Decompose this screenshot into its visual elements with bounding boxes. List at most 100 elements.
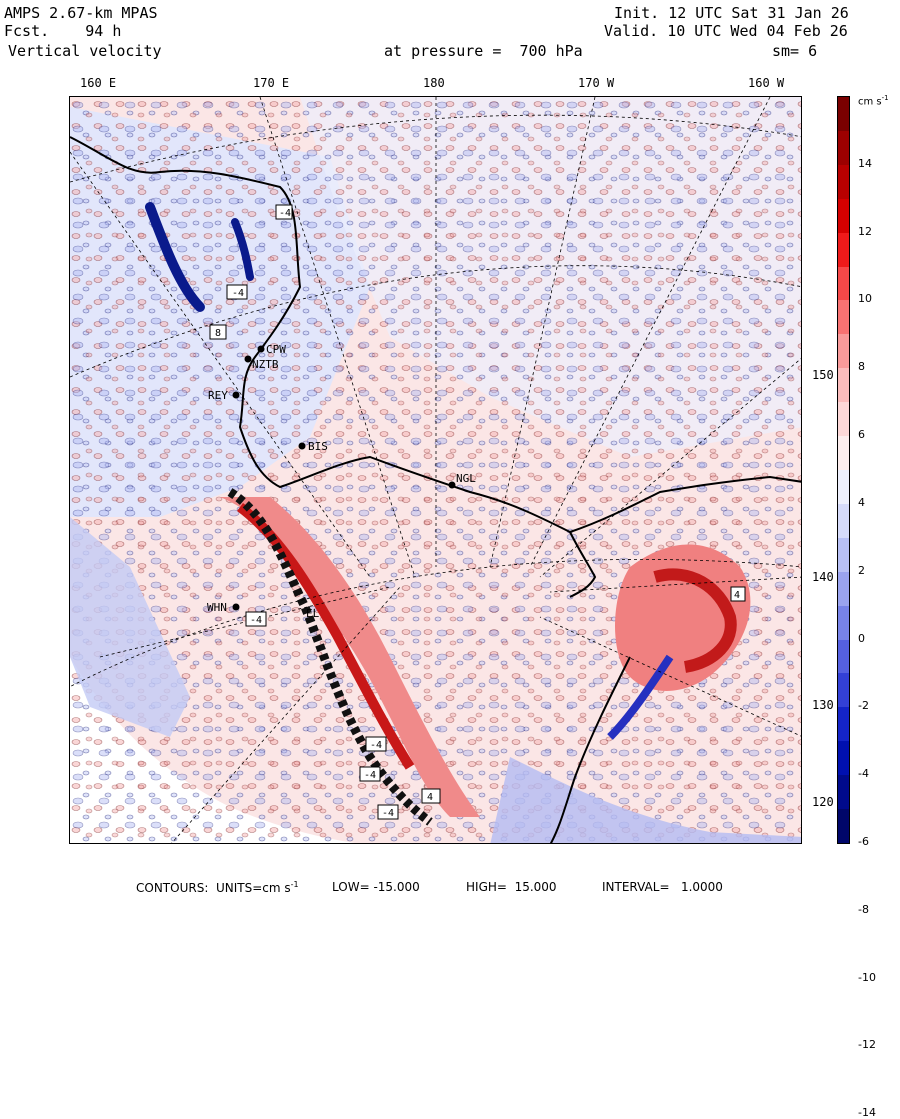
colorbar-segment xyxy=(838,300,849,335)
colorbar-tick-label: 4 xyxy=(858,495,865,509)
station-rey-label: REY xyxy=(208,389,228,402)
model-title: AMPS 2.67-km MPAS xyxy=(4,4,158,22)
box-label-1: -4 xyxy=(275,204,293,220)
svg-text:4: 4 xyxy=(427,792,433,803)
station-cpw-label: CPW xyxy=(266,343,286,356)
station-el-label: EL xyxy=(306,607,320,620)
forecast-hours: 94 h xyxy=(85,22,122,40)
svg-text:-4: -4 xyxy=(382,808,394,819)
colorbar-tick-label: 8 xyxy=(858,360,865,374)
colorbar-segment xyxy=(838,368,849,403)
svg-text:-4: -4 xyxy=(250,615,262,626)
box-label-4: -4 xyxy=(245,611,267,627)
lon-label-170w: 170 W xyxy=(578,76,615,90)
colorbar-segment xyxy=(838,198,849,234)
station-el: EL xyxy=(306,607,320,620)
station-ngl-label: NGL xyxy=(456,472,476,485)
colorbar-segment xyxy=(838,470,849,505)
field-negative-south xyxy=(490,757,801,843)
colorbar xyxy=(837,96,850,844)
colorbar-tick-label: -12 xyxy=(858,1038,876,1052)
colorbar-segment xyxy=(838,639,849,674)
footer-contours: CONTOURS: UNITS=cm s-1 xyxy=(136,880,299,895)
field-positive-ridge xyxy=(220,497,480,817)
box-label-8: -4 xyxy=(377,804,399,820)
map-panel: CPW NZTB REY BIS NGL WHN EL -4 -4 8 -4 -… xyxy=(69,96,802,844)
colorbar-tick-label: 2 xyxy=(858,563,865,577)
footer-units-exp: -1 xyxy=(290,880,299,889)
colorbar-tick-label: -14 xyxy=(858,1106,876,1119)
field-negative-sw xyxy=(70,517,190,737)
colorbar-segment xyxy=(838,537,849,573)
box-label-6: -4 xyxy=(359,766,381,782)
station-bis: BIS xyxy=(298,440,328,453)
colorbar-segment xyxy=(838,97,849,132)
colorbar-segment xyxy=(838,334,849,369)
box-label-9: 4 xyxy=(730,586,746,602)
colorbar-tick-label: -10 xyxy=(858,970,876,984)
field-negative-core-nw xyxy=(145,202,205,312)
box-label-3: 8 xyxy=(209,324,227,340)
station-rey: REY xyxy=(208,389,240,402)
colorbar-segment xyxy=(838,571,849,607)
colorbar-segment xyxy=(838,436,849,471)
station-nztb-label: NZTB xyxy=(252,358,279,371)
field-negative-core-n xyxy=(231,218,254,281)
footer-low: LOW= -15.000 xyxy=(332,880,420,894)
colorbar-tick-label: 6 xyxy=(858,428,865,442)
colorbar-segment xyxy=(838,164,849,200)
colorbar-segment xyxy=(838,809,849,844)
colorbar-segment xyxy=(838,605,849,641)
forecast-label: Fcst. 94 h xyxy=(4,22,121,40)
init-time: Init. 12 UTC Sat 31 Jan 26 xyxy=(614,4,849,22)
box-label-5: -4 xyxy=(365,736,387,752)
forecast-prefix: Fcst. xyxy=(4,22,50,40)
smoothing: sm= 6 xyxy=(772,42,818,60)
colorbar-tick-label: -4 xyxy=(858,767,869,781)
colorbar-tick-label: 12 xyxy=(858,224,872,238)
field-noise-2 xyxy=(70,97,801,843)
footer-high: HIGH= 15.000 xyxy=(466,880,557,894)
svg-text:-4: -4 xyxy=(370,740,382,751)
field-positive-east-core xyxy=(653,568,737,673)
svg-text:8: 8 xyxy=(215,328,221,339)
colorbar-tick-label: 0 xyxy=(858,631,865,645)
station-bis-label: BIS xyxy=(308,440,328,453)
colorbar-units-exp: -1 xyxy=(881,94,889,102)
pressure-level: at pressure = 700 hPa xyxy=(384,42,583,60)
box-label-2: -4 xyxy=(226,284,248,300)
graticule xyxy=(70,97,801,843)
station-ngl: NGL xyxy=(448,472,476,489)
footer-contours-text: CONTOURS: UNITS=cm s xyxy=(136,881,291,895)
svg-text:-4: -4 xyxy=(279,208,291,219)
colorbar-tick-label: 14 xyxy=(858,156,872,170)
colorbar-units: cm s-1 xyxy=(858,94,889,107)
colorbar-segment xyxy=(838,775,849,810)
footer-interval: INTERVAL= 1.0000 xyxy=(602,880,723,894)
lon-label-170e: 170 E xyxy=(253,76,290,90)
svg-text:-4: -4 xyxy=(364,770,376,781)
colorbar-segment xyxy=(838,266,849,301)
colorbar-segment xyxy=(838,741,849,776)
station-whn-label: WHN xyxy=(207,601,227,614)
lon-label-160w: 160 W xyxy=(748,76,785,90)
colorbar-segment xyxy=(838,130,849,166)
colorbar-tick-label: -6 xyxy=(858,835,869,848)
station-cpw: CPW xyxy=(257,343,286,356)
map-svg: CPW NZTB REY BIS NGL WHN EL -4 -4 8 -4 -… xyxy=(70,97,801,843)
colorbar-segment xyxy=(838,503,849,539)
mountain-contour-band xyxy=(227,488,433,826)
box-label-7: 4 xyxy=(421,788,441,804)
lon-label-160e: 160 E xyxy=(80,76,117,90)
colorbar-segment xyxy=(838,402,849,437)
valid-time: Valid. 10 UTC Wed 04 Feb 26 xyxy=(604,22,848,40)
station-whn: WHN xyxy=(207,601,240,614)
colorbar-tick-label: -2 xyxy=(858,699,869,713)
colorbar-tick-label: 10 xyxy=(858,292,872,306)
svg-text:-4: -4 xyxy=(232,288,244,299)
svg-text:4: 4 xyxy=(734,590,740,601)
colorbar-units-text: cm s xyxy=(858,96,882,108)
colorbar-tick-label: -8 xyxy=(858,902,869,916)
colorbar-segment xyxy=(838,673,849,708)
colorbar-segment xyxy=(838,707,849,742)
